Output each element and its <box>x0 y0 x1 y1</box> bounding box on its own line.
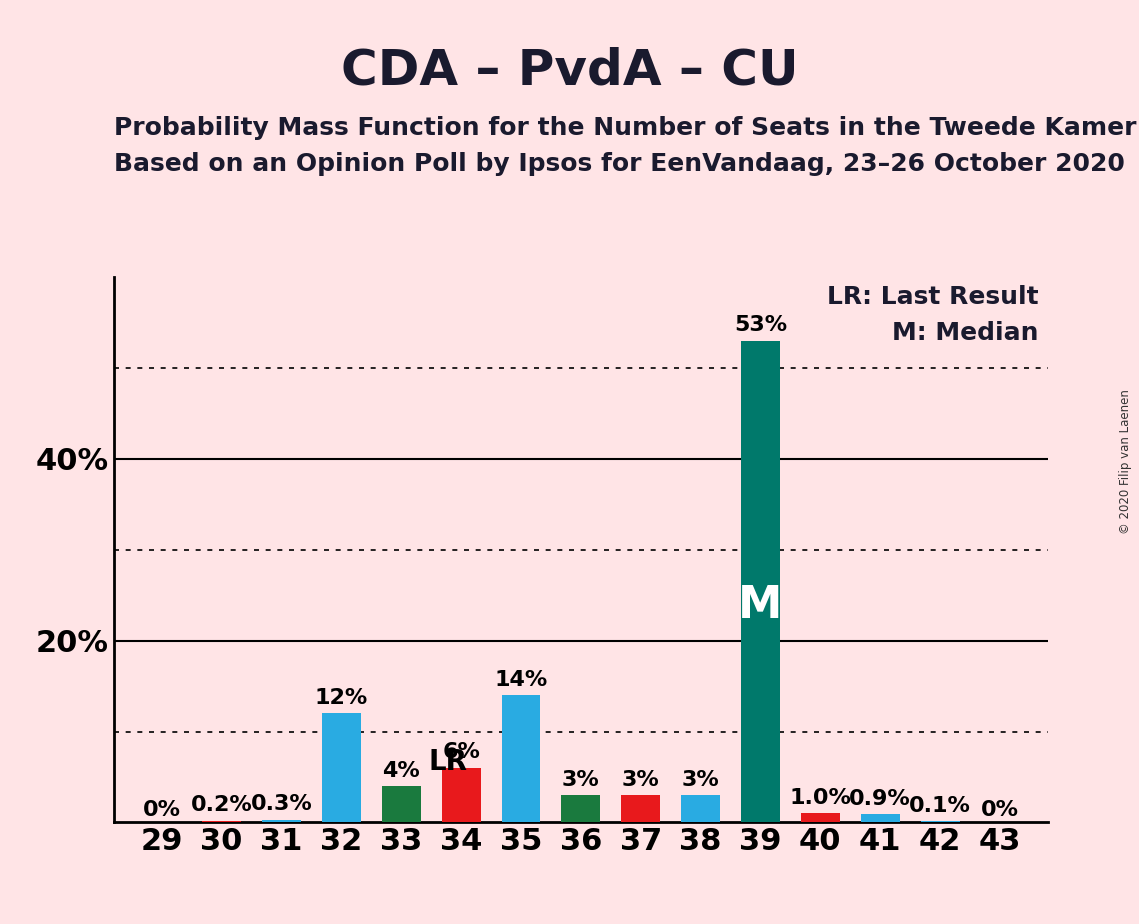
Text: Probability Mass Function for the Number of Seats in the Tweede Kamer: Probability Mass Function for the Number… <box>114 116 1137 140</box>
Bar <box>562 795 600 822</box>
Bar <box>621 795 661 822</box>
Text: M: Median: M: Median <box>892 321 1039 345</box>
Text: CDA – PvdA – CU: CDA – PvdA – CU <box>341 46 798 94</box>
Text: 0.3%: 0.3% <box>251 795 312 814</box>
Bar <box>382 786 420 822</box>
Text: 3%: 3% <box>562 770 600 790</box>
Bar <box>442 768 481 822</box>
Text: 12%: 12% <box>314 687 368 708</box>
Text: 0.2%: 0.2% <box>191 795 253 815</box>
Bar <box>861 814 900 822</box>
Text: © 2020 Filip van Laenen: © 2020 Filip van Laenen <box>1118 390 1132 534</box>
Text: 3%: 3% <box>682 770 720 790</box>
Text: Based on an Opinion Poll by Ipsos for EenVandaag, 23–26 October 2020: Based on an Opinion Poll by Ipsos for Ee… <box>114 152 1125 176</box>
Bar <box>741 341 780 822</box>
Text: LR: LR <box>428 748 467 776</box>
Text: 3%: 3% <box>622 770 659 790</box>
Text: 14%: 14% <box>494 670 548 689</box>
Text: 0.1%: 0.1% <box>909 796 972 816</box>
Text: 4%: 4% <box>383 760 420 781</box>
Text: 1.0%: 1.0% <box>789 788 851 808</box>
Text: 53%: 53% <box>734 315 787 335</box>
Text: LR: Last Result: LR: Last Result <box>827 286 1039 310</box>
Bar <box>801 813 839 822</box>
Bar <box>681 795 720 822</box>
Bar <box>322 713 361 822</box>
Bar <box>203 821 241 822</box>
Text: 0%: 0% <box>142 799 181 820</box>
Text: 0.9%: 0.9% <box>850 789 911 808</box>
Text: 6%: 6% <box>442 742 480 762</box>
Text: 0%: 0% <box>981 799 1019 820</box>
Bar <box>262 820 301 822</box>
Bar <box>501 695 541 822</box>
Text: M: M <box>738 584 782 627</box>
